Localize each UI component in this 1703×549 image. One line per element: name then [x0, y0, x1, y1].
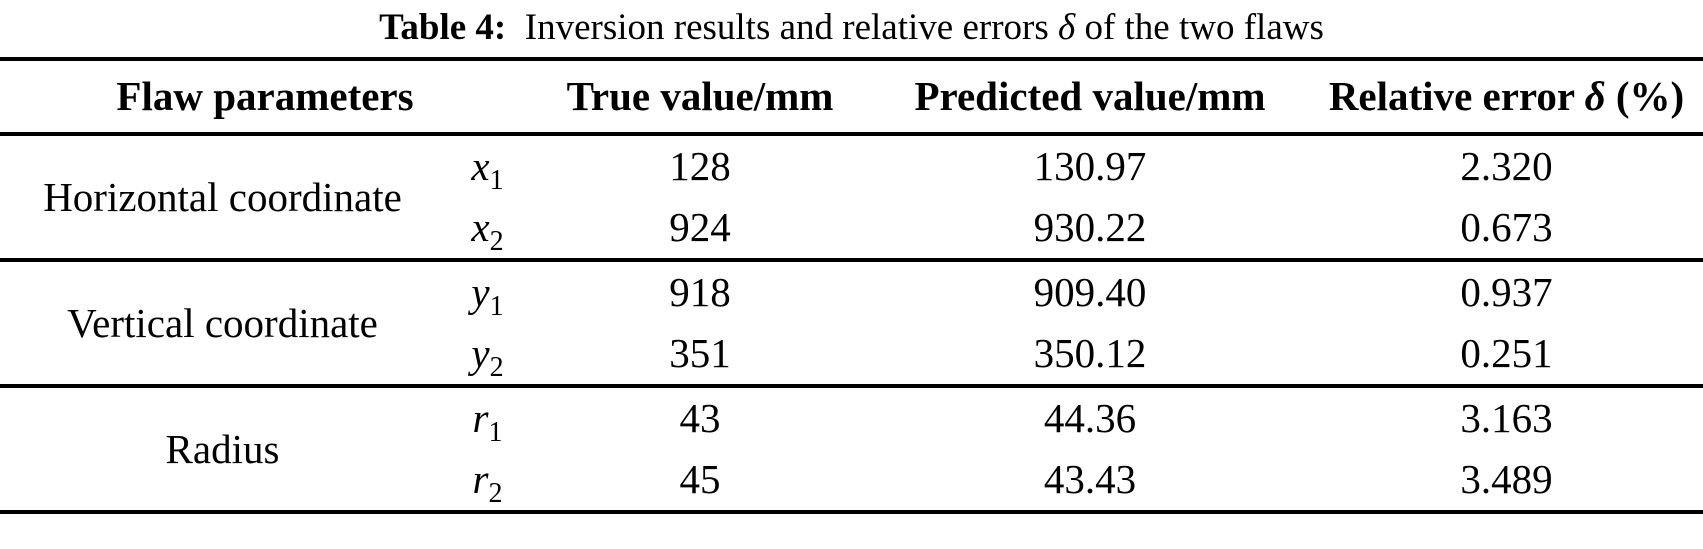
- relative-error-cell: 0.673: [1460, 204, 1553, 250]
- table-caption-text-pre: Inversion results and relative errors: [524, 7, 1049, 48]
- caption-spacer: [506, 7, 525, 48]
- param-symbol-r2: r2: [445, 449, 530, 512]
- param-symbol-y1: y1: [445, 260, 530, 323]
- header-percent-unit: (%): [1615, 73, 1685, 119]
- group-vertical-coordinate: Vertical coordinate y1 918 909.40 0.937 …: [0, 260, 1703, 386]
- param-symbol-x2: x2: [445, 197, 530, 260]
- symbol-subscript: 1: [488, 417, 503, 448]
- caption-delta-symbol: δ: [1058, 7, 1076, 48]
- header-space-1: [1574, 73, 1584, 119]
- symbol-subscript: 2: [489, 226, 504, 257]
- symbol-base: x: [471, 204, 490, 250]
- predicted-value-cell: 909.40: [1033, 269, 1147, 315]
- table-caption-label: Table 4:: [379, 7, 507, 48]
- param-symbol-y2: y2: [445, 323, 530, 386]
- header-relative-error: Relative error δ (%): [1310, 59, 1703, 134]
- true-value-cell: 128: [669, 143, 731, 189]
- symbol-subscript: 2: [489, 352, 504, 383]
- table-row: Radius r1 43 44.36 3.163: [0, 386, 1703, 472]
- symbol-base: x: [471, 143, 490, 189]
- symbol-base: y: [471, 269, 490, 315]
- header-predicted-value: Predicted value/mm: [914, 73, 1266, 119]
- table-row: y2 351 350.12 0.251: [0, 323, 1703, 386]
- table-row: Horizontal coordinate x1 128 130.97 2.32…: [0, 134, 1703, 220]
- caption-space-1: [1049, 7, 1058, 48]
- group-label-horizontal: Horizontal coordinate: [43, 173, 402, 220]
- predicted-value-cell: 130.97: [1033, 143, 1147, 189]
- table-row: Vertical coordinate y1 918 909.40 0.937: [0, 260, 1703, 346]
- param-symbol-x1: x1: [445, 134, 530, 197]
- param-symbol-r1: r1: [445, 386, 530, 449]
- group-label-vertical: Vertical coordinate: [67, 299, 378, 346]
- symbol-base: r: [472, 456, 489, 502]
- predicted-value-cell: 44.36: [1043, 395, 1137, 441]
- header-row: Flaw parameters True value/mm Predicted …: [0, 59, 1703, 134]
- symbol-subscript: 1: [489, 291, 504, 322]
- predicted-value-cell: 930.22: [1033, 204, 1147, 250]
- symbol-base: r: [472, 395, 489, 441]
- table-header: Flaw parameters True value/mm Predicted …: [0, 59, 1703, 134]
- group-radius: Radius r1 43 44.36 3.163 r2 45 43.43 3.4…: [0, 386, 1703, 512]
- table-row: x2 924 930.22 0.673: [0, 197, 1703, 260]
- inversion-results-table: Flaw parameters True value/mm Predicted …: [0, 57, 1703, 514]
- symbol-base: y: [471, 330, 490, 376]
- table-caption-text-post: of the two flaws: [1084, 7, 1324, 48]
- relative-error-cell: 3.489: [1460, 456, 1553, 502]
- predicted-value-cell: 350.12: [1033, 330, 1147, 376]
- predicted-value-cell: 43.43: [1043, 456, 1137, 502]
- header-true-value: True value/mm: [566, 73, 834, 119]
- true-value-cell: 45: [679, 456, 721, 502]
- header-space-2: [1606, 73, 1616, 119]
- relative-error-cell: 0.251: [1460, 330, 1553, 376]
- header-delta-symbol: δ: [1584, 73, 1606, 119]
- symbol-subscript: 1: [489, 165, 504, 196]
- symbol-subscript: 2: [488, 478, 503, 509]
- group-horizontal-coordinate: Horizontal coordinate x1 128 130.97 2.32…: [0, 134, 1703, 260]
- true-value-cell: 351: [669, 330, 731, 376]
- true-value-cell: 918: [669, 269, 731, 315]
- true-value-cell: 924: [669, 204, 731, 250]
- group-label-radius: Radius: [165, 425, 280, 472]
- relative-error-cell: 3.163: [1460, 395, 1553, 441]
- relative-error-cell: 2.320: [1460, 143, 1553, 189]
- header-relative-error-text: Relative error: [1328, 73, 1575, 119]
- table-caption: Table 4: Inversion results and relative …: [0, 0, 1703, 57]
- true-value-cell: 43: [679, 395, 721, 441]
- header-flaw-parameters: Flaw parameters: [116, 73, 414, 119]
- relative-error-cell: 0.937: [1460, 269, 1553, 315]
- table-row: r2 45 43.43 3.489: [0, 449, 1703, 512]
